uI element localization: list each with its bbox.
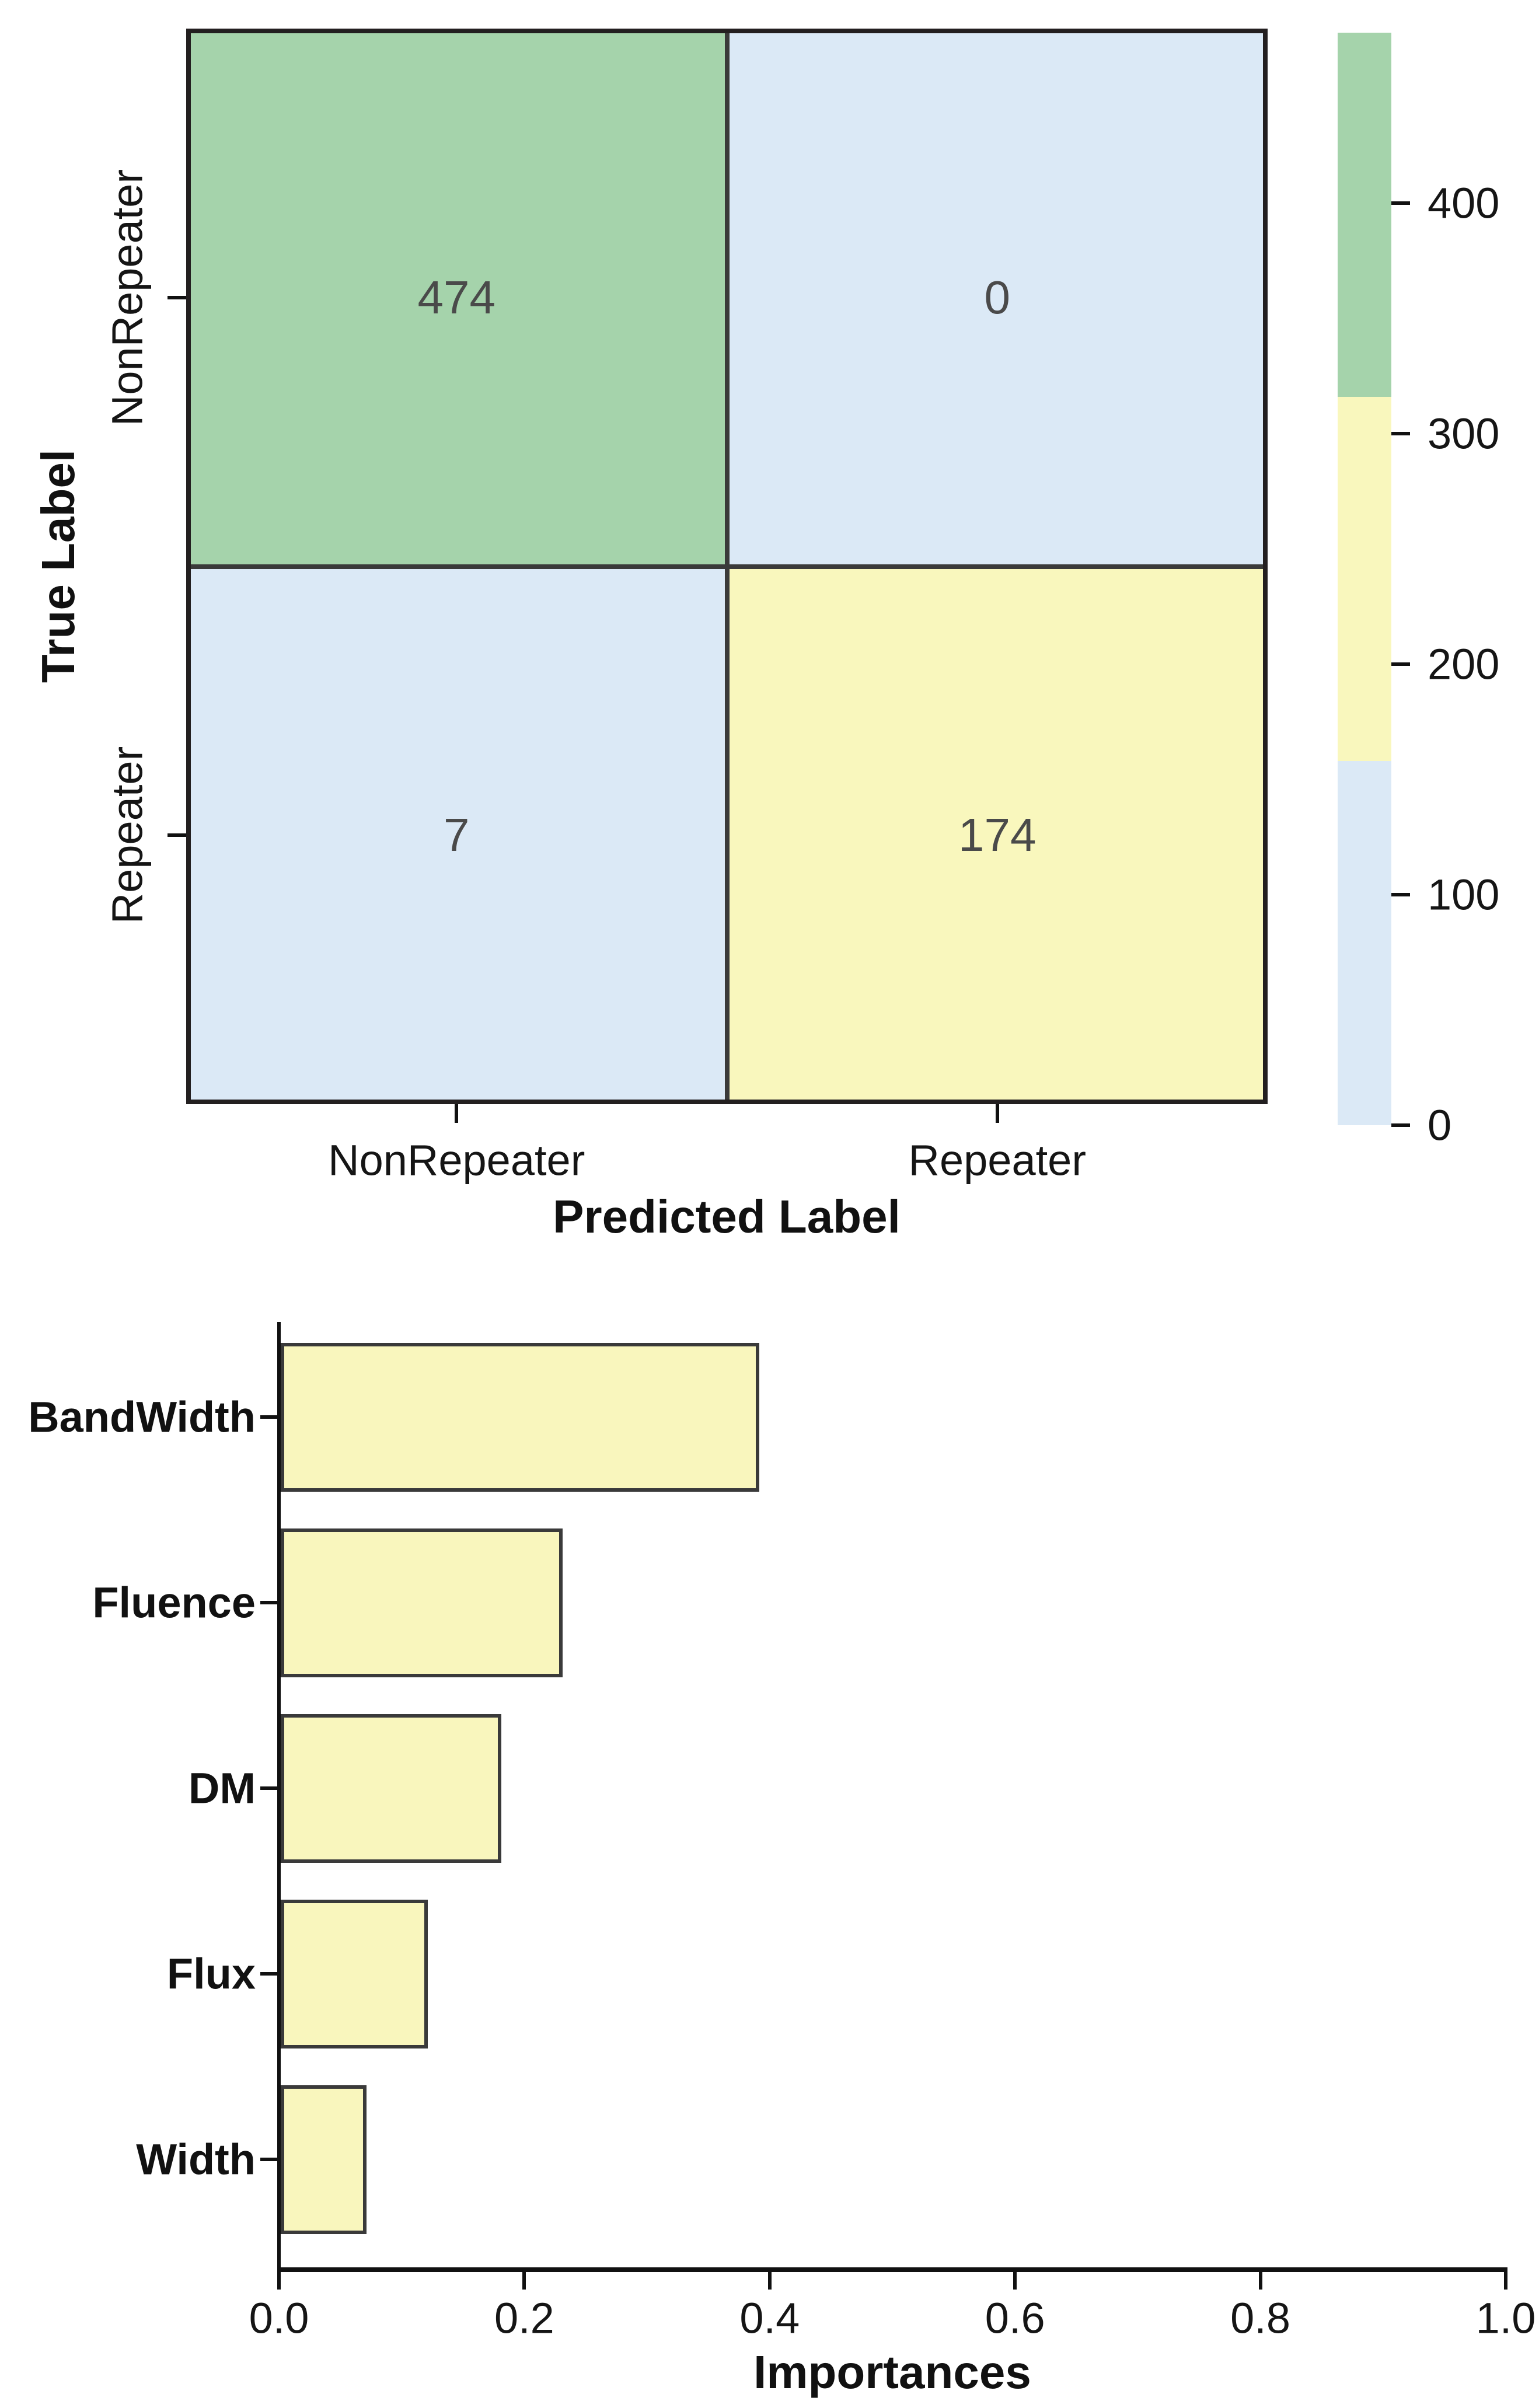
y-tick-mark (167, 295, 186, 299)
bar-x-tick-mark (767, 2272, 772, 2290)
colorbar-tick-mark (1391, 893, 1410, 897)
bar-y-tick-mark (260, 1601, 279, 1604)
colorbar-tick-label: 200 (1428, 640, 1500, 689)
x-tick-label: Repeater (908, 1136, 1086, 1185)
colorbar (1338, 33, 1391, 1125)
colorbar-tick-label: 0 (1428, 1101, 1452, 1150)
colorbar-tick-label: 100 (1428, 870, 1500, 919)
bar-x-tick-label: 0.4 (739, 2294, 800, 2343)
bar (281, 1528, 563, 1677)
y-tick-mark (167, 833, 186, 837)
x-tick-mark (995, 1104, 999, 1123)
y-tick-label: Repeater (103, 746, 152, 924)
bar-x-tick-mark (277, 2272, 281, 2290)
bar-category-label: BandWidth (28, 1393, 256, 1442)
cell-annotation: 174 (958, 809, 1037, 861)
cell-annotation: 7 (444, 809, 470, 861)
colorbar-segment (1338, 761, 1391, 1125)
colorbar-tick-mark (1391, 1123, 1410, 1127)
bar-category-label: DM (188, 1764, 256, 1813)
bar-y-tick-mark (260, 2158, 279, 2161)
bar-category-label: Flux (166, 1949, 256, 1998)
bar-category-label: Fluence (92, 1578, 256, 1627)
bar-x-tick-mark (1013, 2272, 1017, 2290)
bar-x-tick-mark (1504, 2272, 1507, 2290)
cell-annotation: 474 (417, 271, 495, 323)
x-axis-title: Predicted Label (553, 1191, 901, 1243)
heatmap-border (186, 29, 1268, 1104)
colorbar-tick-label: 400 (1428, 179, 1500, 228)
bar (281, 1899, 428, 2048)
colorbar-tick-label: 300 (1428, 409, 1500, 458)
bar-category-label: Width (136, 2135, 256, 2184)
colorbar-tick-mark (1391, 662, 1410, 666)
bar-x-tick-label: 0.8 (1230, 2294, 1291, 2343)
bar-y-tick-mark (260, 1415, 279, 1419)
heatmap-grid (186, 29, 1268, 1104)
bar-y-tick-mark (260, 1972, 279, 1976)
colorbar-segment (1338, 397, 1391, 761)
cell-annotation: 0 (984, 271, 1011, 323)
bar-x-tick-label: 0.0 (249, 2294, 309, 2343)
bar-x-tick-label: 0.6 (985, 2294, 1045, 2343)
heatmap-cell (727, 29, 1268, 567)
bar (281, 1342, 759, 1492)
bar-x-tick-label: 1.0 (1475, 2294, 1536, 2343)
x-tick-mark (455, 1104, 459, 1123)
colorbar-segment (1338, 33, 1391, 397)
heatmap-cell (186, 566, 727, 1104)
grid-line-horizontal (186, 564, 1268, 569)
bar (281, 2085, 367, 2234)
y-axis-title: True Label (32, 449, 84, 683)
y-tick-label: NonRepeater (103, 169, 152, 426)
colorbar-tick-mark (1391, 201, 1410, 205)
x-axis-title-importances: Importances (753, 2346, 1031, 2398)
bar-x-tick-mark (522, 2272, 526, 2290)
bar-x-tick-label: 0.2 (494, 2294, 554, 2343)
bar-y-tick-mark (260, 1786, 279, 1790)
bar (281, 1713, 502, 1863)
heatmap-cell (186, 29, 727, 567)
x-tick-label: NonRepeater (328, 1136, 585, 1185)
heatmap-cell (727, 566, 1268, 1104)
bar-x-tick-mark (1258, 2272, 1262, 2290)
x-axis-spine (277, 2267, 1507, 2272)
y-axis-spine (277, 1322, 281, 2272)
colorbar-tick-mark (1391, 432, 1410, 436)
